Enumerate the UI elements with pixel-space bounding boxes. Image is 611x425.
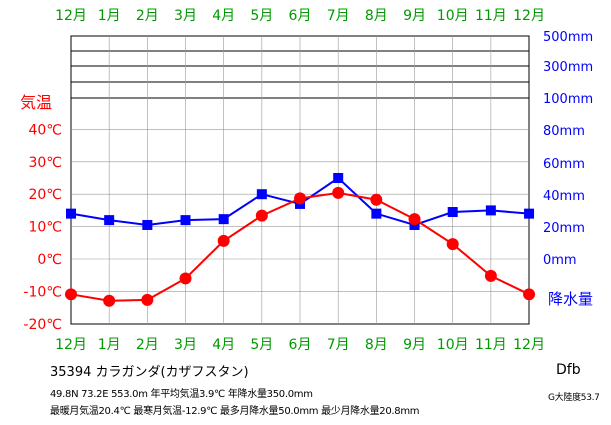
month-label-top: 10月 xyxy=(437,8,469,24)
month-label-bottom: 7月 xyxy=(327,337,350,353)
month-label-top: 8月 xyxy=(365,8,388,24)
temperature-tick-label: 0℃ xyxy=(37,252,62,268)
temperature-point xyxy=(294,192,307,205)
temperature-tick-label: -10℃ xyxy=(23,284,62,300)
month-label-top: 3月 xyxy=(174,8,197,24)
month-label-top: 7月 xyxy=(327,8,350,24)
precipitation-point xyxy=(66,208,76,219)
temperature-tick-label: 40℃ xyxy=(28,122,62,138)
station-header: 35394 カラガンダ(カザフスタン) xyxy=(50,365,249,380)
precipitation-axis-ticks: 500mm 300mm 100mm 80mm 60mm 40mm 20mm 0mm xyxy=(543,30,593,268)
temperature-point xyxy=(408,213,421,226)
precipitation-point xyxy=(218,214,229,225)
temperature-point xyxy=(179,272,192,285)
temperature-series xyxy=(65,186,536,307)
temperature-axis-ticks: 40℃ 30℃ 20℃ 10℃ 0℃ -10℃ -20℃ xyxy=(23,122,62,332)
precipitation-point xyxy=(256,189,267,200)
precipitation-tick-label: 500mm xyxy=(543,30,593,45)
month-label-bottom: 2月 xyxy=(136,337,159,353)
month-label-top: 12月 xyxy=(55,8,87,24)
grid-layer xyxy=(70,35,530,325)
temperature-point xyxy=(255,209,268,222)
temperature-tick-label: 30℃ xyxy=(28,155,62,171)
precipitation-point xyxy=(104,215,115,226)
temperature-point xyxy=(523,288,536,301)
month-label-bottom: 10月 xyxy=(437,337,469,353)
top-month-labels: 12月 1月 2月 3月 4月 5月 6月 7月 8月 9月 10月 11月 12月 xyxy=(55,8,545,24)
precipitation-tick-label: 100mm xyxy=(543,92,593,107)
precipitation-point xyxy=(524,208,535,219)
temperature-point xyxy=(332,186,345,199)
temperature-point xyxy=(103,294,116,307)
month-label-top: 4月 xyxy=(212,8,235,24)
bottom-month-labels: 12月 1月 2月 3月 4月 5月 6月 7月 8月 9月 10月 11月 12月 xyxy=(55,337,545,353)
temperature-point xyxy=(141,293,154,306)
month-label-bottom: 11月 xyxy=(475,337,507,353)
precipitation-point xyxy=(447,207,458,218)
month-label-bottom: 5月 xyxy=(250,337,273,353)
precipitation-axis-title: 降水量 xyxy=(548,290,593,308)
month-label-bottom: 8月 xyxy=(365,337,388,353)
month-label-top: 12月 xyxy=(513,8,545,24)
month-label-bottom: 12月 xyxy=(513,337,545,353)
month-label-bottom: 9月 xyxy=(403,337,426,353)
precipitation-point xyxy=(180,215,191,226)
month-label-top: 5月 xyxy=(250,8,273,24)
precipitation-point xyxy=(142,219,153,230)
month-label-top: 2月 xyxy=(136,8,159,24)
precipitation-tick-label: 300mm xyxy=(543,60,593,75)
station-stats-line1: 49.8N 73.2E 553.0m 年平均気温3.9℃ 年降水量350.0mm xyxy=(50,389,313,400)
temperature-tick-label: -20℃ xyxy=(23,317,62,333)
temperature-point xyxy=(217,234,230,247)
month-label-bottom: 6月 xyxy=(289,337,312,353)
precipitation-point xyxy=(371,208,382,219)
month-label-bottom: 1月 xyxy=(98,337,121,353)
temperature-tick-label: 20℃ xyxy=(28,187,62,203)
month-label-top: 1月 xyxy=(98,8,121,24)
temperature-point xyxy=(65,288,77,301)
month-label-top: 6月 xyxy=(289,8,312,24)
precipitation-tick-label: 60mm xyxy=(543,157,585,172)
precipitation-tick-label: 40mm xyxy=(543,189,585,204)
precipitation-point xyxy=(485,205,496,216)
temperature-axis-title: 気温 xyxy=(20,93,52,112)
temperature-tick-label: 10℃ xyxy=(28,220,62,236)
station-stats-line2: 最暖月気温20.4℃ 最寒月気温-12.9℃ 最多月降水量50.0mm 最少月降… xyxy=(50,406,420,417)
precipitation-tick-label: 80mm xyxy=(543,124,585,139)
month-label-bottom: 4月 xyxy=(212,337,235,353)
continentality-index: G大陸度53.7 xyxy=(548,393,600,403)
climate-classification: Dfb xyxy=(556,362,581,378)
temperature-point xyxy=(370,193,383,206)
precipitation-point xyxy=(333,173,344,183)
month-label-top: 9月 xyxy=(403,8,426,24)
precipitation-tick-label: 0mm xyxy=(543,253,577,268)
month-label-bottom: 3月 xyxy=(174,337,197,353)
precipitation-tick-label: 20mm xyxy=(543,221,585,236)
temperature-point xyxy=(446,238,459,251)
month-label-top: 11月 xyxy=(475,8,507,24)
temperature-point xyxy=(484,269,497,282)
month-label-bottom: 12月 xyxy=(55,337,87,353)
